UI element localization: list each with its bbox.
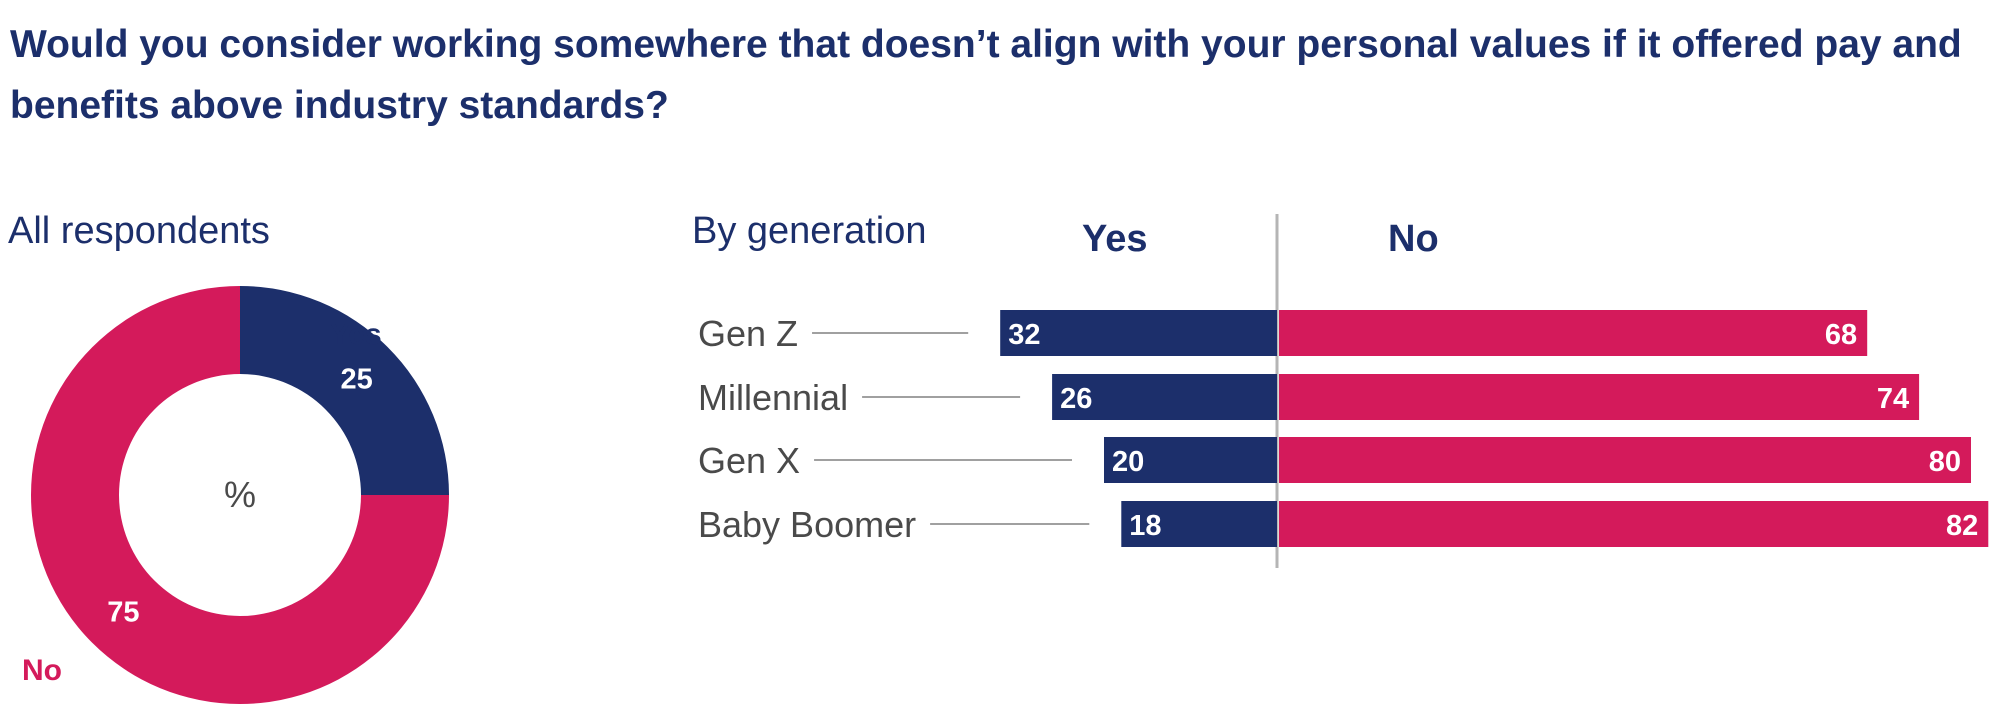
category-label: Gen Z: [698, 313, 798, 354]
donut-center-label: %: [224, 474, 256, 515]
donut-subtitle: All respondents: [8, 210, 270, 252]
bar-yes-value: 18: [1129, 510, 1161, 542]
yes-column-header: Yes: [1082, 218, 1148, 260]
chart-title: Would you consider working somewhere tha…: [10, 23, 1962, 127]
no-column-header: No: [1388, 218, 1439, 260]
donut-value-yes: 25: [341, 363, 373, 395]
donut-label-no: No: [22, 654, 62, 687]
category-label: Gen X: [698, 440, 800, 481]
category-label: Millennial: [698, 377, 848, 418]
bar-yes-value: 20: [1112, 446, 1144, 478]
bar-no: [1279, 310, 1868, 356]
bar-no: [1279, 437, 1971, 483]
bar-subtitle: By generation: [692, 210, 927, 252]
bar-yes: [1104, 437, 1277, 483]
bar-no: [1279, 501, 1989, 547]
bar-no-value: 82: [1946, 510, 1978, 542]
donut-slice-yes: [240, 286, 449, 495]
bar-yes: [1000, 310, 1277, 356]
bar-yes: [1052, 374, 1277, 420]
bar-yes-value: 32: [1008, 319, 1040, 351]
bar-no-value: 74: [1877, 383, 1909, 415]
donut-label-yes: Yes: [330, 318, 382, 351]
bar-yes: [1121, 501, 1277, 547]
donut-value-no: 75: [107, 597, 139, 629]
bar-no-value: 68: [1825, 319, 1857, 351]
category-label: Baby Boomer: [698, 504, 916, 545]
bar-no: [1279, 374, 1920, 420]
donut-slice-no: [31, 286, 449, 704]
bar-yes-value: 26: [1060, 383, 1092, 415]
bar-no-value: 80: [1929, 446, 1961, 478]
